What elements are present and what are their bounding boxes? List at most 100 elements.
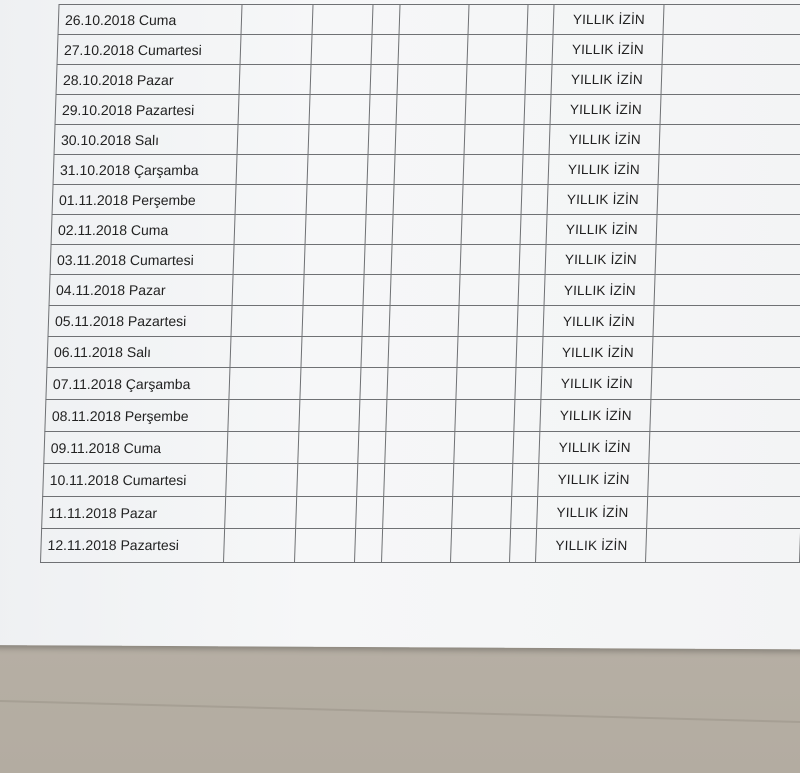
empty-cell <box>518 244 547 275</box>
empty-cell <box>224 496 297 529</box>
empty-cell <box>309 64 372 95</box>
empty-cell <box>652 336 800 368</box>
empty-cell <box>369 94 397 125</box>
date-cell: 12.11.2018 Pazartesi <box>40 528 225 563</box>
empty-cell <box>311 4 374 35</box>
date-cell: 27.10.2018 Cumartesi <box>57 34 242 65</box>
leave-status-cell: YILLIK İZİN <box>539 431 651 464</box>
leave-status-cell: YILLIK İZİN <box>544 274 656 306</box>
empty-cell <box>298 399 360 432</box>
empty-cell <box>381 528 453 563</box>
empty-cell <box>230 336 302 368</box>
empty-cell <box>514 367 543 400</box>
empty-cell <box>354 528 383 563</box>
empty-cell <box>463 154 523 185</box>
empty-cell <box>464 124 524 155</box>
leave-status-cell: YILLIK İZİN <box>540 399 652 432</box>
empty-cell <box>452 496 512 529</box>
date-cell: 05.11.2018 Pazartesi <box>47 305 233 337</box>
empty-cell <box>388 305 460 337</box>
empty-cell <box>523 94 552 125</box>
empty-cell <box>306 154 369 185</box>
leave-status-cell: YILLIK İZİN <box>547 184 659 215</box>
empty-cell <box>228 399 300 432</box>
empty-cell <box>232 274 304 306</box>
empty-cell <box>519 214 548 245</box>
date-cell: 26.10.2018 Cuma <box>58 4 243 35</box>
empty-cell <box>515 336 544 368</box>
empty-cell <box>513 399 542 432</box>
empty-cell <box>651 367 800 400</box>
table-row: 03.11.2018 Cumartesi YILLIK İZİN <box>50 244 800 275</box>
empty-cell <box>656 214 800 245</box>
empty-cell <box>359 367 388 400</box>
date-cell: 02.11.2018 Cuma <box>51 214 236 245</box>
table-row: 05.11.2018 Pazartesi YILLIK İZİN <box>47 305 800 337</box>
table-row: 08.11.2018 Perşembe YILLIK İZİN <box>44 399 800 432</box>
empty-cell <box>466 64 526 95</box>
empty-cell <box>360 336 389 368</box>
leave-status-cell: YILLIK İZİN <box>545 244 657 275</box>
leave-status-cell: YILLIK İZİN <box>553 4 665 35</box>
date-cell: 09.11.2018 Cuma <box>43 431 229 464</box>
empty-cell <box>303 244 366 275</box>
empty-cell <box>521 154 550 185</box>
empty-cell <box>525 34 554 65</box>
empty-cell <box>526 4 555 35</box>
table-row: 01.11.2018 Perşembe YILLIK İZİN <box>52 184 800 215</box>
date-cell: 30.10.2018 Salı <box>54 124 239 155</box>
empty-cell <box>365 214 393 245</box>
leave-status-cell: YILLIK İZİN <box>538 463 650 497</box>
empty-cell <box>397 34 469 65</box>
attendance-table: 26.10.2018 Cuma YILLIK İZİN 27.10.2018 Cum… <box>40 4 800 563</box>
empty-cell <box>364 244 392 275</box>
empty-cell <box>646 496 800 529</box>
empty-cell <box>301 305 364 337</box>
empty-cell <box>384 431 456 464</box>
empty-cell <box>240 34 312 65</box>
table-row: 02.11.2018 Cuma YILLIK İZİN <box>51 214 800 245</box>
empty-cell <box>389 274 461 306</box>
empty-cell <box>392 184 464 215</box>
empty-cell <box>524 64 553 95</box>
date-cell: 10.11.2018 Cumartesi <box>42 463 227 497</box>
empty-cell <box>393 154 465 185</box>
empty-cell <box>522 124 551 155</box>
empty-cell <box>468 4 528 35</box>
empty-cell <box>307 124 370 155</box>
empty-cell <box>655 244 800 275</box>
empty-cell <box>235 184 307 215</box>
empty-cell <box>358 399 387 432</box>
empty-cell <box>367 154 395 185</box>
table-row: 28.10.2018 Pazar YILLIK İZİN <box>56 64 800 95</box>
empty-cell <box>237 124 309 155</box>
empty-cell <box>462 184 522 215</box>
empty-cell <box>390 244 462 275</box>
empty-cell <box>370 64 398 95</box>
empty-cell <box>391 214 463 245</box>
empty-cell <box>461 214 521 245</box>
empty-cell <box>395 94 467 125</box>
empty-cell <box>308 94 371 125</box>
empty-cell <box>383 463 455 497</box>
date-cell: 29.10.2018 Pazartesi <box>55 94 240 125</box>
empty-cell <box>653 305 800 337</box>
empty-cell <box>368 124 396 155</box>
date-cell: 31.10.2018 Çarşamba <box>53 154 238 185</box>
empty-cell <box>231 305 303 337</box>
empty-cell <box>310 34 373 65</box>
empty-cell <box>223 528 296 563</box>
date-cell: 04.11.2018 Pazar <box>49 274 234 306</box>
empty-cell <box>294 528 356 563</box>
empty-cell <box>398 4 470 35</box>
empty-cell <box>459 274 519 306</box>
empty-cell <box>305 184 368 215</box>
empty-cell <box>663 4 800 35</box>
empty-cell <box>456 367 516 400</box>
date-cell: 03.11.2018 Cumartesi <box>50 244 235 275</box>
empty-cell <box>236 154 308 185</box>
empty-cell <box>660 94 800 125</box>
leave-status-cell: YILLIK İZİN <box>546 214 658 245</box>
leave-status-cell: YILLIK İZİN <box>552 34 664 65</box>
